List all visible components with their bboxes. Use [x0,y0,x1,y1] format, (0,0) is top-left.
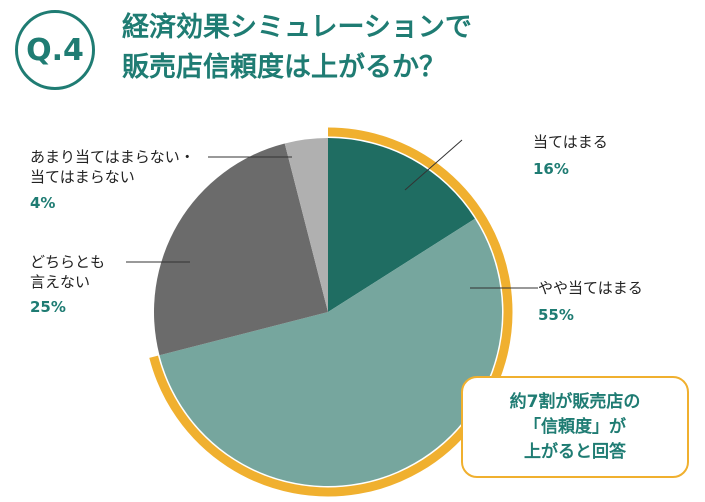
title-line-2: 販売店信頼度は上がるか？ [122,52,446,83]
pct-yaya: 55% [538,306,574,324]
label-amari-line2: 当てはまらない [30,168,135,186]
pie-slice-dochira [154,143,328,356]
pie-slice-amari [284,138,328,312]
callout-line-3: 上がると回答 [524,441,626,462]
pie-slice-atehamaru [328,138,475,312]
question-number: Q.4 [26,32,84,68]
callout-line-1: 約7割が販売店の [509,391,641,412]
page-title: 経済効果シミュレーションで 販売店信頼度は上がるか？ [122,8,472,88]
label-yaya: やや当てはまる [538,279,643,297]
label-amari-line1: あまり当てはまらない・ [30,148,195,166]
title-line-1: 経済効果シミュレーションで [122,12,472,43]
question-badge: Q.4 [15,10,95,90]
label-dochira-line2: 言えない [30,273,91,291]
pct-dochira: 25% [30,298,66,316]
label-dochira-line1: どちらとも [30,253,106,271]
label-atehamaru: 当てはまる [533,133,608,151]
leader-lines [126,139,538,289]
callout-box: 約7割が販売店の 「信頼度」が 上がると回答 [461,376,689,478]
pie-slice-yaya [159,218,502,487]
pct-atehamaru: 16% [533,160,569,178]
pct-amari: 4% [30,194,56,212]
callout-line-2: 「信頼度」が [524,416,626,437]
leader-line-atehamaru [404,139,463,191]
